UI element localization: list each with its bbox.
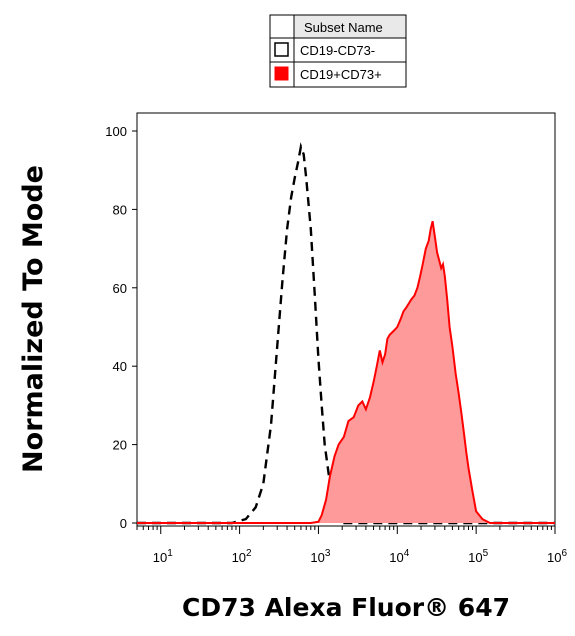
series-area-cd19-poscd73-pos <box>137 221 555 523</box>
legend-entry-cd19-cd73-pos: CD19+CD73+ <box>300 67 382 82</box>
legend: Subset Name CD19-CD73- CD19+CD73+ <box>269 14 407 88</box>
y-axis-title: Normalized To Mode <box>18 165 49 473</box>
y-tick-label-20: 20 <box>113 438 127 453</box>
series-line-cd19-poscd73-pos <box>137 220 555 524</box>
legend-swatch-cd19-cd73-neg <box>274 42 289 57</box>
y-tick-label-40: 40 <box>113 359 127 374</box>
y-axis: 0 20 40 60 80 100 <box>105 124 137 531</box>
series-layer <box>137 142 555 525</box>
y-tick-label-0: 0 <box>120 516 127 531</box>
y-tick-label-100: 100 <box>105 124 127 139</box>
legend-swatch-cd19-cd73-pos <box>274 66 289 81</box>
y-tick-label-80: 80 <box>113 202 127 217</box>
x-axis: 101 102 103 104 105 106 <box>136 526 567 565</box>
x-tick-label-1e2: 102 <box>232 548 252 565</box>
series-line-cd19-cd73-neg <box>137 142 555 525</box>
x-tick-label-1e1: 101 <box>153 548 173 565</box>
x-tick-label-1e4: 104 <box>389 548 409 565</box>
x-tick-label-1e5: 105 <box>468 548 488 565</box>
x-axis-title: CD73 Alexa Fluor® 647 <box>182 593 510 622</box>
x-tick-label-1e3: 103 <box>310 548 330 565</box>
x-tick-label-1e6: 106 <box>547 548 567 565</box>
legend-entry-cd19-cd73-neg: CD19-CD73- <box>300 43 375 58</box>
y-tick-label-60: 60 <box>113 281 127 296</box>
legend-header: Subset Name <box>304 20 383 35</box>
